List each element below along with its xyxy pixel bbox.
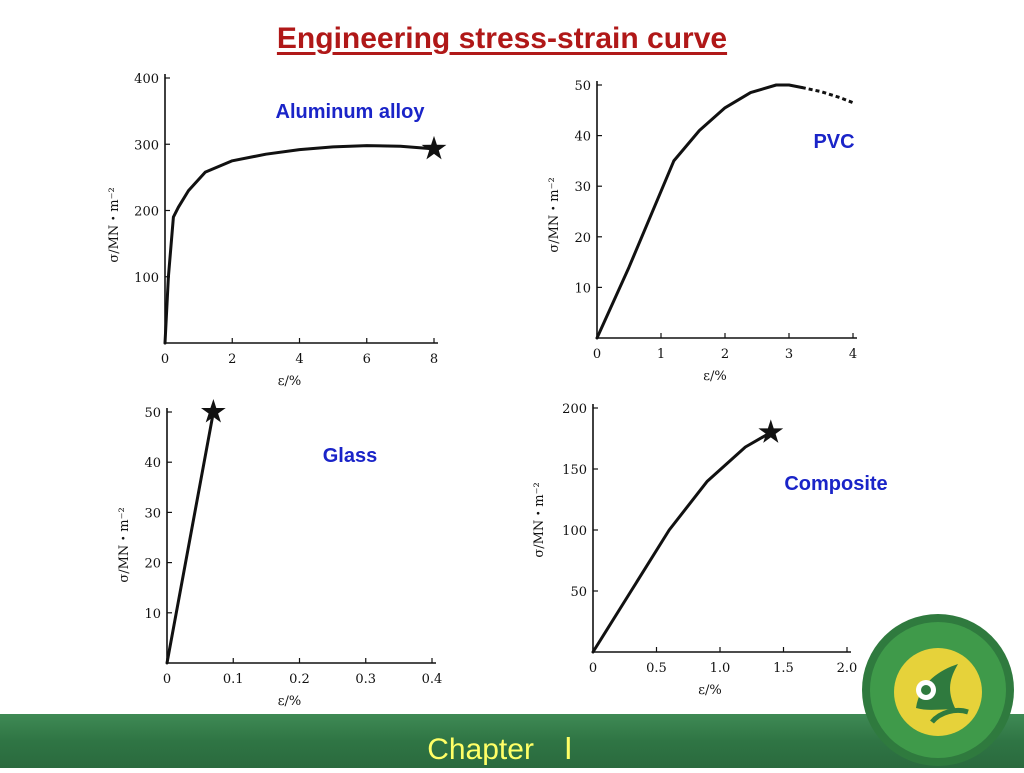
- glass-x-tick-label: 0: [163, 672, 171, 687]
- pvc-y-axis-label: σ/MN・m⁻²: [547, 177, 562, 252]
- pvc-y-tick-label: 10: [574, 281, 591, 296]
- pvc-x-tick-label: 0: [593, 347, 601, 362]
- pvc-x-axis-label: ε/%: [703, 369, 726, 384]
- glass-y-tick-label: 40: [144, 456, 161, 471]
- glass-material-label: Glass: [323, 445, 377, 467]
- pvc-x-tick-label: 2: [721, 347, 729, 362]
- glass-y-axis-label: σ/MN・m⁻²: [117, 507, 132, 582]
- glass-y-tick-label: 10: [144, 607, 161, 622]
- aluminum-y-tick-label: 400: [134, 72, 159, 87]
- composite-x-tick-label: 2.0: [837, 661, 858, 676]
- composite-fracture-star: [758, 419, 784, 443]
- composite-x-tick-label: 0: [589, 661, 597, 676]
- pvc-x-tick-label: 4: [849, 347, 857, 362]
- slide-title: Engineering stress-strain curve: [276, 22, 728, 55]
- pvc-x-tick-label: 3: [785, 347, 793, 362]
- aluminum-x-tick-label: 6: [363, 352, 371, 367]
- aluminum-x-tick-label: 2: [228, 352, 236, 367]
- pvc-y-tick-label: 20: [574, 231, 591, 246]
- composite-curve: [591, 430, 773, 654]
- aluminum-x-tick-label: 4: [295, 352, 303, 367]
- composite-y-tick-label: 100: [562, 524, 587, 539]
- pvc-y-tick-label: 50: [574, 79, 591, 94]
- composite-y-tick-label: 150: [562, 463, 587, 478]
- glass-x-tick-label: 0.4: [422, 672, 443, 687]
- glass-fracture-star: [201, 399, 226, 423]
- pvc-y-tick-label: 30: [574, 180, 591, 195]
- glass-x-tick-label: 0.1: [223, 672, 244, 687]
- aluminum-y-tick-label: 300: [134, 138, 159, 153]
- glass-curve: [165, 410, 215, 665]
- composite-x-tick-label: 1.5: [773, 661, 794, 676]
- pvc-material-label: PVC: [813, 131, 854, 153]
- aluminum-y-tick-label: 100: [134, 271, 159, 286]
- university-logo: [860, 612, 1016, 768]
- pvc-curve-dashed-tail: [801, 86, 854, 105]
- pvc-curve: [595, 83, 804, 340]
- glass-y-tick-label: 50: [144, 406, 161, 421]
- aluminum-x-axis-label: ε/%: [278, 374, 301, 389]
- composite-y-tick-label: 200: [562, 402, 587, 417]
- aluminum-x-tick-label: 0: [161, 352, 169, 367]
- aluminum-fracture-star: [421, 135, 447, 160]
- footer-bar: [0, 714, 1024, 768]
- aluminum-y-tick-label: 200: [134, 205, 159, 220]
- glass-y-tick-label: 20: [144, 557, 161, 572]
- aluminum-y-axis-label: σ/MN・m⁻²: [107, 187, 122, 262]
- aluminum-curve: [163, 144, 436, 345]
- pvc-y-tick-label: 40: [574, 130, 591, 145]
- composite-x-tick-label: 0.5: [646, 661, 667, 676]
- composite-y-tick-label: 50: [570, 585, 587, 600]
- composite-x-tick-label: 1.0: [710, 661, 731, 676]
- composite-x-axis-label: ε/%: [698, 683, 721, 698]
- aluminum-x-tick-label: 8: [430, 352, 438, 367]
- aluminum-material-label: Aluminum alloy: [276, 101, 426, 123]
- glass-x-axis-label: ε/%: [278, 694, 301, 709]
- glass-y-tick-label: 30: [144, 506, 161, 521]
- composite-material-label: Composite: [784, 473, 887, 495]
- footer-chapter: Chapter Ⅰ: [427, 733, 573, 766]
- pvc-x-tick-label: 1: [657, 347, 665, 362]
- glass-x-tick-label: 0.2: [289, 672, 310, 687]
- glass-x-tick-label: 0.3: [355, 672, 376, 687]
- composite-y-axis-label: σ/MN・m⁻²: [532, 482, 547, 557]
